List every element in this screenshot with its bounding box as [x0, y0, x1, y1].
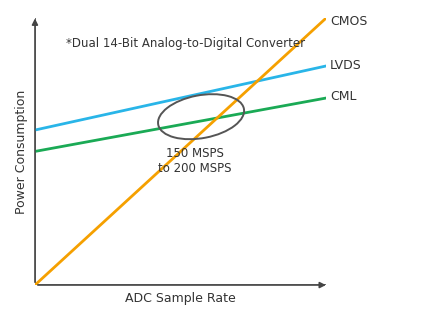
- Text: *Dual 14-Bit Analog-to-Digital Converter: *Dual 14-Bit Analog-to-Digital Converter: [66, 36, 304, 50]
- Text: CMOS: CMOS: [329, 15, 366, 28]
- Text: CML: CML: [329, 90, 355, 103]
- Y-axis label: Power Consumption: Power Consumption: [15, 89, 28, 213]
- Text: 150 MSPS
to 200 MSPS: 150 MSPS to 200 MSPS: [158, 148, 231, 175]
- Text: LVDS: LVDS: [329, 60, 361, 72]
- X-axis label: ADC Sample Rate: ADC Sample Rate: [125, 292, 236, 305]
